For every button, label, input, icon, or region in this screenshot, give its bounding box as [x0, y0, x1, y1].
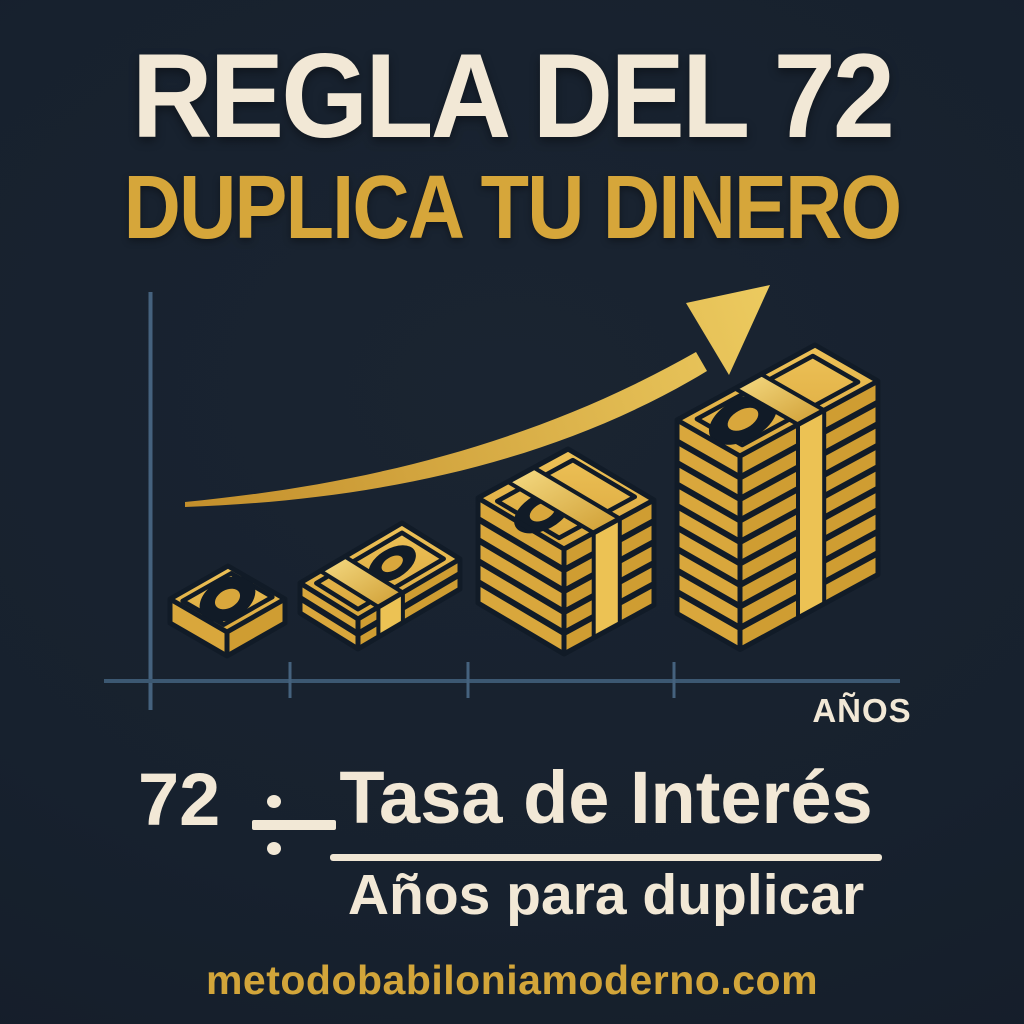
- money-stack-4: [674, 342, 881, 652]
- formula-divisor: Tasa de Interés: [339, 756, 873, 839]
- money-stack-3: [475, 446, 657, 657]
- divide-bar-icon: [252, 820, 336, 830]
- money-stack-1: [167, 563, 288, 659]
- growth-arrow-icon: [185, 285, 770, 507]
- formula-dividend: 72: [138, 758, 221, 841]
- divide-icon: [252, 795, 336, 855]
- divide-dot-top-icon: [267, 795, 281, 808]
- page-title: REGLA DEL 72: [131, 29, 895, 163]
- fraction-line: [330, 854, 882, 861]
- x-axis-label: AÑOS: [812, 692, 912, 729]
- fraction: Tasa de Interés Años para duplicar: [330, 760, 882, 927]
- money-stack-2: [297, 520, 463, 652]
- page-subtitle: DUPLICA TU DINERO: [123, 158, 902, 258]
- formula-result: Años para duplicar: [347, 863, 865, 927]
- website-link[interactable]: metodobabiloniamoderno.com: [205, 957, 819, 1003]
- chart-axes: [104, 292, 900, 710]
- divide-dot-bottom-icon: [267, 842, 281, 855]
